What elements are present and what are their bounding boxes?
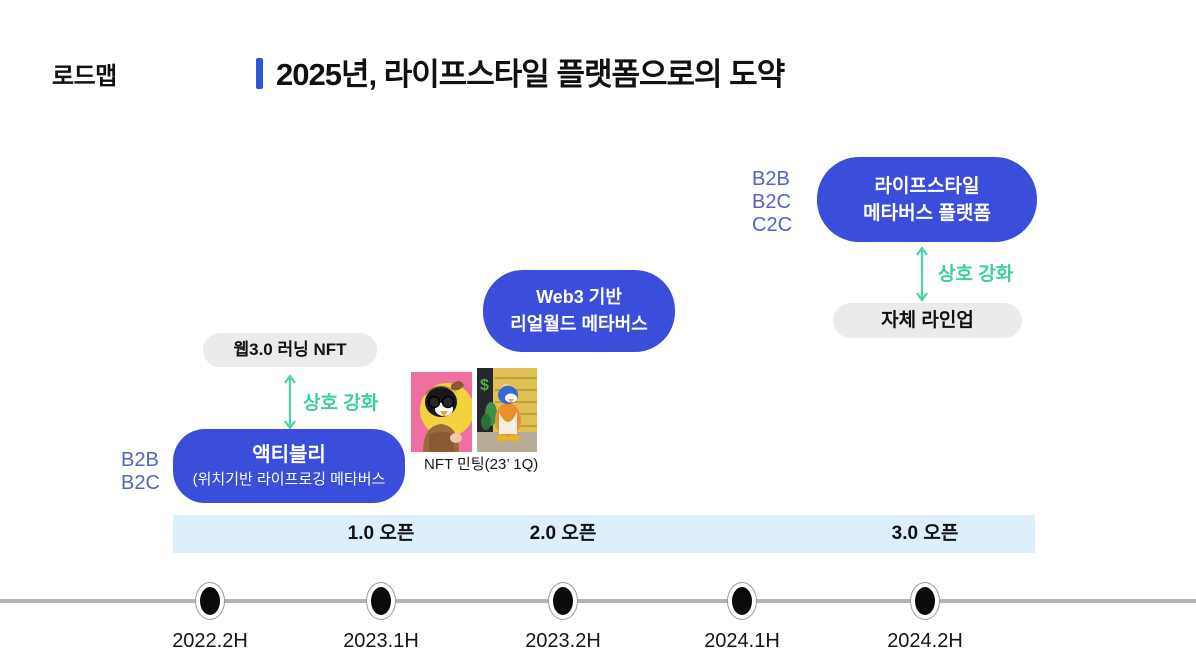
stage3-lineup-pill: 자체 라인업	[833, 303, 1022, 338]
stage2-web3-box: Web3 기반 리얼월드 메타버스	[483, 270, 675, 352]
stage3-side-labels: B2B B2C C2C	[752, 168, 792, 237]
milestone-label: 2024.1H	[704, 630, 780, 652]
timeline-dot-core	[200, 587, 220, 615]
side-label: B2C	[752, 191, 791, 213]
stage1-box-title: 액티블리	[252, 444, 326, 466]
double-arrow-icon	[916, 246, 928, 302]
milestone-label: 2023.1H	[343, 630, 419, 652]
stage1-activbly-box: 액티블리 (위치기반 라이프로깅 메타버스	[173, 429, 405, 503]
timeline-dot-core	[553, 587, 573, 615]
milestone-label: 2022.2H	[172, 630, 248, 652]
phase-label-2: 2.0 오픈	[529, 523, 597, 544]
stage1-box-subtitle: (위치기반 라이프로깅 메타버스	[192, 471, 386, 488]
timeline-line	[0, 599, 1196, 603]
timeline-dot-core	[732, 587, 752, 615]
timeline-dot	[366, 582, 396, 620]
side-label: B2C	[121, 472, 160, 494]
stage1-side-labels: B2B B2C	[121, 449, 160, 495]
stage1-nft-pill: 웹3.0 러닝 NFT	[203, 333, 377, 367]
side-label: B2B	[121, 449, 159, 471]
nft-art-penguin-street: $	[477, 368, 537, 452]
timeline-dot	[195, 582, 225, 620]
stage2-box-line1: Web3 기반	[536, 287, 622, 307]
phase-label-1: 1.0 오픈	[347, 523, 415, 544]
stage1-arrow-label: 상호 강화	[303, 393, 379, 414]
milestone-label: 2023.2H	[525, 630, 601, 652]
stage3-box-line2: 메타버스 플랫폼	[863, 202, 991, 224]
nft-caption: NFT 민팅(23’ 1Q)	[424, 456, 539, 473]
title-accent-bar	[256, 58, 263, 89]
stage3-box-line1: 라이프스타일	[874, 175, 980, 197]
timeline-dot	[548, 582, 578, 620]
timeline-dot	[727, 582, 757, 620]
phase-bar: 1.0 오픈 2.0 오픈 3.0 오픈	[173, 515, 1035, 553]
svg-text:$: $	[480, 377, 489, 394]
phase-label-3: 3.0 오픈	[891, 523, 959, 544]
timeline-dot-core	[371, 587, 391, 615]
section-label: 로드맵	[52, 63, 117, 90]
side-label: B2B	[752, 168, 790, 190]
stage3-arrow-label: 상호 강화	[938, 264, 1014, 285]
stage2-box-line2: 리얼월드 메타버스	[510, 314, 648, 334]
page-title: 2025년, 라이프스타일 플랫폼으로의 도약	[276, 57, 785, 92]
double-arrow-icon	[284, 374, 296, 430]
milestone-label: 2024.2H	[887, 630, 963, 652]
timeline-dot-core	[915, 587, 935, 615]
stage3-platform-box: 라이프스타일 메타버스 플랫폼	[817, 157, 1037, 242]
side-label: C2C	[752, 214, 793, 236]
nft-art-hooded-penguin-pink	[411, 372, 472, 452]
timeline-dot	[910, 582, 940, 620]
